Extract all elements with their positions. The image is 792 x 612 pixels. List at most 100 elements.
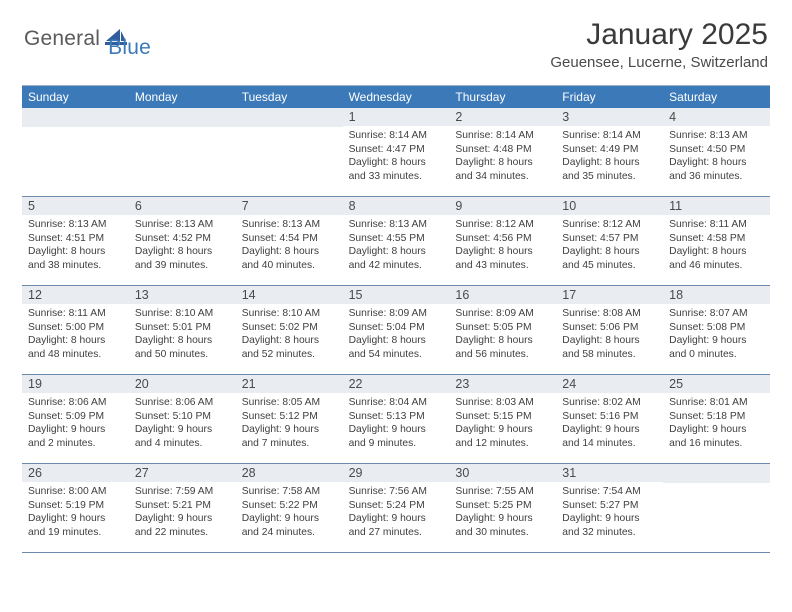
day-number: 14	[236, 286, 343, 304]
sunrise-text: Sunrise: 8:13 AM	[135, 218, 230, 232]
day-number: 25	[663, 375, 770, 393]
day-number: 24	[556, 375, 663, 393]
sunset-text: Sunset: 4:58 PM	[669, 232, 764, 246]
sunset-text: Sunset: 5:00 PM	[28, 321, 123, 335]
sunrise-text: Sunrise: 8:13 AM	[669, 129, 764, 143]
daylight-text: Daylight: 8 hours and 46 minutes.	[669, 245, 764, 272]
sunrise-text: Sunrise: 8:12 AM	[455, 218, 550, 232]
sunset-text: Sunset: 5:13 PM	[349, 410, 444, 424]
sunset-text: Sunset: 5:24 PM	[349, 499, 444, 513]
day-cell	[22, 108, 129, 196]
sunrise-text: Sunrise: 8:09 AM	[455, 307, 550, 321]
day-number: 12	[22, 286, 129, 304]
day-body: Sunrise: 8:13 AMSunset: 4:52 PMDaylight:…	[129, 215, 236, 276]
brand-logo: General Blue	[24, 18, 151, 60]
day-number-empty	[22, 108, 129, 127]
sunset-text: Sunset: 5:06 PM	[562, 321, 657, 335]
sunset-text: Sunset: 4:56 PM	[455, 232, 550, 246]
sunrise-text: Sunrise: 7:54 AM	[562, 485, 657, 499]
sunset-text: Sunset: 5:12 PM	[242, 410, 337, 424]
day-body: Sunrise: 8:09 AMSunset: 5:05 PMDaylight:…	[449, 304, 556, 365]
sunset-text: Sunset: 5:27 PM	[562, 499, 657, 513]
sunrise-text: Sunrise: 8:14 AM	[349, 129, 444, 143]
day-body: Sunrise: 7:59 AMSunset: 5:21 PMDaylight:…	[129, 482, 236, 543]
sunrise-text: Sunrise: 8:03 AM	[455, 396, 550, 410]
daylight-text: Daylight: 9 hours and 4 minutes.	[135, 423, 230, 450]
day-cell: 6Sunrise: 8:13 AMSunset: 4:52 PMDaylight…	[129, 197, 236, 285]
sunrise-text: Sunrise: 7:56 AM	[349, 485, 444, 499]
day-body: Sunrise: 8:14 AMSunset: 4:48 PMDaylight:…	[449, 126, 556, 187]
sunrise-text: Sunrise: 8:07 AM	[669, 307, 764, 321]
day-body: Sunrise: 7:56 AMSunset: 5:24 PMDaylight:…	[343, 482, 450, 543]
sunrise-text: Sunrise: 8:10 AM	[242, 307, 337, 321]
day-cell: 18Sunrise: 8:07 AMSunset: 5:08 PMDayligh…	[663, 286, 770, 374]
day-body: Sunrise: 8:00 AMSunset: 5:19 PMDaylight:…	[22, 482, 129, 543]
day-number: 20	[129, 375, 236, 393]
day-body: Sunrise: 8:14 AMSunset: 4:49 PMDaylight:…	[556, 126, 663, 187]
sunrise-text: Sunrise: 8:04 AM	[349, 396, 444, 410]
day-cell: 5Sunrise: 8:13 AMSunset: 4:51 PMDaylight…	[22, 197, 129, 285]
week-row: 26Sunrise: 8:00 AMSunset: 5:19 PMDayligh…	[22, 464, 770, 553]
weeks-container: 1Sunrise: 8:14 AMSunset: 4:47 PMDaylight…	[22, 108, 770, 553]
day-cell: 27Sunrise: 7:59 AMSunset: 5:21 PMDayligh…	[129, 464, 236, 552]
daylight-text: Daylight: 8 hours and 39 minutes.	[135, 245, 230, 272]
day-number: 31	[556, 464, 663, 482]
weekday-cell: Monday	[129, 86, 236, 108]
sunrise-text: Sunrise: 7:55 AM	[455, 485, 550, 499]
day-cell: 25Sunrise: 8:01 AMSunset: 5:18 PMDayligh…	[663, 375, 770, 463]
day-body: Sunrise: 8:13 AMSunset: 4:54 PMDaylight:…	[236, 215, 343, 276]
sunset-text: Sunset: 5:21 PM	[135, 499, 230, 513]
sunset-text: Sunset: 5:25 PM	[455, 499, 550, 513]
day-body: Sunrise: 8:12 AMSunset: 4:57 PMDaylight:…	[556, 215, 663, 276]
daylight-text: Daylight: 8 hours and 34 minutes.	[455, 156, 550, 183]
weekday-cell: Sunday	[22, 86, 129, 108]
day-number: 17	[556, 286, 663, 304]
weekday-cell: Wednesday	[343, 86, 450, 108]
day-cell: 30Sunrise: 7:55 AMSunset: 5:25 PMDayligh…	[449, 464, 556, 552]
day-number: 10	[556, 197, 663, 215]
day-body: Sunrise: 8:14 AMSunset: 4:47 PMDaylight:…	[343, 126, 450, 187]
title-block: January 2025 Geuensee, Lucerne, Switzerl…	[550, 18, 768, 71]
daylight-text: Daylight: 8 hours and 35 minutes.	[562, 156, 657, 183]
sunrise-text: Sunrise: 8:08 AM	[562, 307, 657, 321]
day-cell: 28Sunrise: 7:58 AMSunset: 5:22 PMDayligh…	[236, 464, 343, 552]
day-body: Sunrise: 7:58 AMSunset: 5:22 PMDaylight:…	[236, 482, 343, 543]
sunset-text: Sunset: 5:04 PM	[349, 321, 444, 335]
daylight-text: Daylight: 9 hours and 14 minutes.	[562, 423, 657, 450]
daylight-text: Daylight: 9 hours and 7 minutes.	[242, 423, 337, 450]
daylight-text: Daylight: 8 hours and 42 minutes.	[349, 245, 444, 272]
day-body: Sunrise: 8:06 AMSunset: 5:09 PMDaylight:…	[22, 393, 129, 454]
day-number: 3	[556, 108, 663, 126]
day-number: 16	[449, 286, 556, 304]
sunset-text: Sunset: 5:10 PM	[135, 410, 230, 424]
sunrise-text: Sunrise: 8:02 AM	[562, 396, 657, 410]
sunset-text: Sunset: 5:15 PM	[455, 410, 550, 424]
daylight-text: Daylight: 9 hours and 24 minutes.	[242, 512, 337, 539]
daylight-text: Daylight: 8 hours and 54 minutes.	[349, 334, 444, 361]
daylight-text: Daylight: 9 hours and 0 minutes.	[669, 334, 764, 361]
day-body: Sunrise: 8:13 AMSunset: 4:51 PMDaylight:…	[22, 215, 129, 276]
sunrise-text: Sunrise: 8:00 AM	[28, 485, 123, 499]
day-body: Sunrise: 8:10 AMSunset: 5:02 PMDaylight:…	[236, 304, 343, 365]
daylight-text: Daylight: 8 hours and 36 minutes.	[669, 156, 764, 183]
sunset-text: Sunset: 4:49 PM	[562, 143, 657, 157]
sunrise-text: Sunrise: 8:13 AM	[242, 218, 337, 232]
weekday-row: SundayMondayTuesdayWednesdayThursdayFrid…	[22, 86, 770, 108]
sunset-text: Sunset: 4:54 PM	[242, 232, 337, 246]
sunrise-text: Sunrise: 7:59 AM	[135, 485, 230, 499]
week-row: 12Sunrise: 8:11 AMSunset: 5:00 PMDayligh…	[22, 286, 770, 375]
sunset-text: Sunset: 4:51 PM	[28, 232, 123, 246]
week-row: 19Sunrise: 8:06 AMSunset: 5:09 PMDayligh…	[22, 375, 770, 464]
day-cell: 15Sunrise: 8:09 AMSunset: 5:04 PMDayligh…	[343, 286, 450, 374]
daylight-text: Daylight: 8 hours and 56 minutes.	[455, 334, 550, 361]
daylight-text: Daylight: 8 hours and 38 minutes.	[28, 245, 123, 272]
day-cell	[129, 108, 236, 196]
week-row: 5Sunrise: 8:13 AMSunset: 4:51 PMDaylight…	[22, 197, 770, 286]
day-cell: 3Sunrise: 8:14 AMSunset: 4:49 PMDaylight…	[556, 108, 663, 196]
day-body: Sunrise: 8:06 AMSunset: 5:10 PMDaylight:…	[129, 393, 236, 454]
weekday-cell: Friday	[556, 86, 663, 108]
daylight-text: Daylight: 9 hours and 9 minutes.	[349, 423, 444, 450]
sunset-text: Sunset: 5:05 PM	[455, 321, 550, 335]
sunrise-text: Sunrise: 8:09 AM	[349, 307, 444, 321]
day-number: 6	[129, 197, 236, 215]
